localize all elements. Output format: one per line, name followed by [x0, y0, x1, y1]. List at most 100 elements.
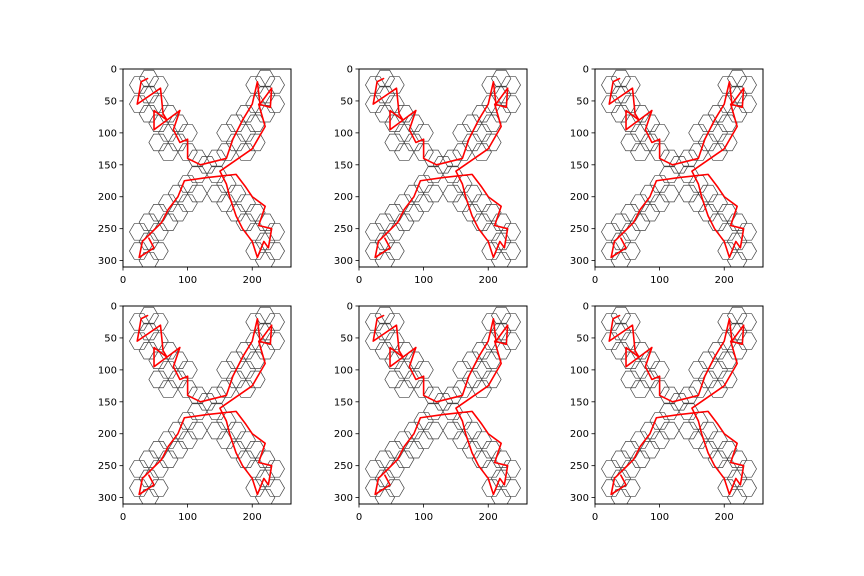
hex-cell [255, 469, 276, 488]
hex-cell [688, 431, 709, 449]
hex-cell [717, 242, 738, 260]
hex-cell [491, 105, 512, 123]
hex-cell [717, 76, 738, 94]
hex-cell [639, 351, 661, 369]
hex-cell [610, 105, 631, 123]
y-tick-label: 200 [334, 192, 353, 203]
plot-area [601, 306, 757, 504]
y-tick-label: 200 [334, 429, 353, 440]
hex-cell [639, 114, 661, 132]
y-tick-label: 150 [570, 397, 589, 408]
y-tick-label: 0 [583, 302, 589, 313]
hex-cell [659, 421, 680, 440]
hex-cell [167, 114, 189, 132]
hex-cell [206, 165, 227, 184]
hex-cell [158, 450, 179, 468]
hex-cell [610, 251, 631, 267]
x-tick-label: 100 [650, 512, 669, 523]
hex-cell [403, 441, 425, 459]
path-line [136, 314, 273, 496]
x-tick-label: 0 [356, 275, 362, 286]
hex-cell [697, 133, 719, 152]
hex-cell [481, 313, 502, 331]
hex-cell [736, 460, 757, 478]
hex-cell [264, 95, 285, 113]
hex-cell [620, 441, 641, 459]
x-tick-label: 200 [715, 512, 734, 523]
subplot-row1-col3: 0 100 200 0 50 100 150 200 250 300 [570, 65, 764, 286]
hex-cell [148, 133, 169, 152]
y-tick-label: 250 [98, 461, 117, 472]
hex-cell [167, 133, 189, 152]
hex-cell [442, 184, 463, 203]
hex-cell [620, 313, 641, 331]
hex-cell [235, 213, 256, 231]
x-tick-label: 200 [715, 275, 734, 286]
x-tick-label: 200 [479, 275, 498, 286]
hex-cell [365, 242, 386, 260]
hex-cell [500, 95, 521, 113]
plot-area [129, 69, 285, 267]
hex-cell [177, 124, 198, 142]
hex-cell [727, 342, 748, 360]
hex-cell [374, 488, 395, 504]
hex-cell [206, 421, 227, 440]
y-tick-label: 250 [334, 224, 353, 235]
y-tick-label: 250 [98, 224, 117, 235]
hex-cell [491, 232, 512, 251]
hex-cell [432, 156, 454, 174]
hex-cell [688, 124, 709, 142]
hex-cell [384, 441, 405, 459]
hex-cell [158, 431, 179, 449]
hex-cell [697, 351, 719, 369]
x-tick-label: 100 [178, 275, 197, 286]
hex-cell [129, 95, 150, 113]
hex-cell [384, 332, 405, 350]
y-tick-label: 300 [98, 256, 117, 267]
hex-cell [374, 342, 395, 360]
hex-cell [697, 204, 719, 222]
hex-cell [678, 165, 699, 184]
hex-cell [264, 223, 285, 241]
y-tick-label: 100 [98, 128, 117, 139]
y-tick-label: 150 [98, 160, 117, 171]
y-tick-label: 300 [570, 493, 589, 504]
hex-cell [620, 204, 641, 222]
hex-cell [630, 143, 651, 161]
hex-cell [403, 370, 425, 389]
hex-cell [413, 361, 434, 379]
hex-cell [659, 184, 680, 203]
y-tick-label: 50 [576, 333, 589, 344]
hex-cell [206, 184, 227, 203]
y-tick-label: 200 [570, 429, 589, 440]
hex-cell [707, 213, 728, 231]
hex-cell [394, 361, 415, 379]
hex-cell [442, 421, 463, 440]
hex-cell [394, 450, 415, 468]
hex-cell [727, 251, 748, 267]
hex-cell [138, 488, 159, 504]
y-tick-label: 50 [340, 96, 353, 107]
hex-cell [697, 441, 719, 459]
x-tick-label: 100 [414, 512, 433, 523]
hex-cell [245, 479, 266, 497]
axes-frame [594, 68, 764, 268]
y-tick-label: 50 [104, 96, 117, 107]
hex-cell [148, 313, 169, 331]
hex-cell [639, 133, 661, 152]
hex-cell [500, 332, 521, 350]
hex-cell [620, 223, 641, 241]
hex-cell [413, 124, 434, 142]
hex-cell [481, 242, 502, 260]
hex-cell [727, 469, 748, 488]
hex-cell [384, 313, 405, 331]
hex-cell [461, 370, 483, 389]
hex-cell [639, 441, 661, 459]
x-tick-label: 0 [120, 275, 126, 286]
hex-cell [148, 76, 169, 94]
hex-cell [442, 165, 463, 184]
x-tick-label: 0 [120, 512, 126, 523]
hex-cell [610, 232, 631, 251]
hex-cell [620, 460, 641, 478]
